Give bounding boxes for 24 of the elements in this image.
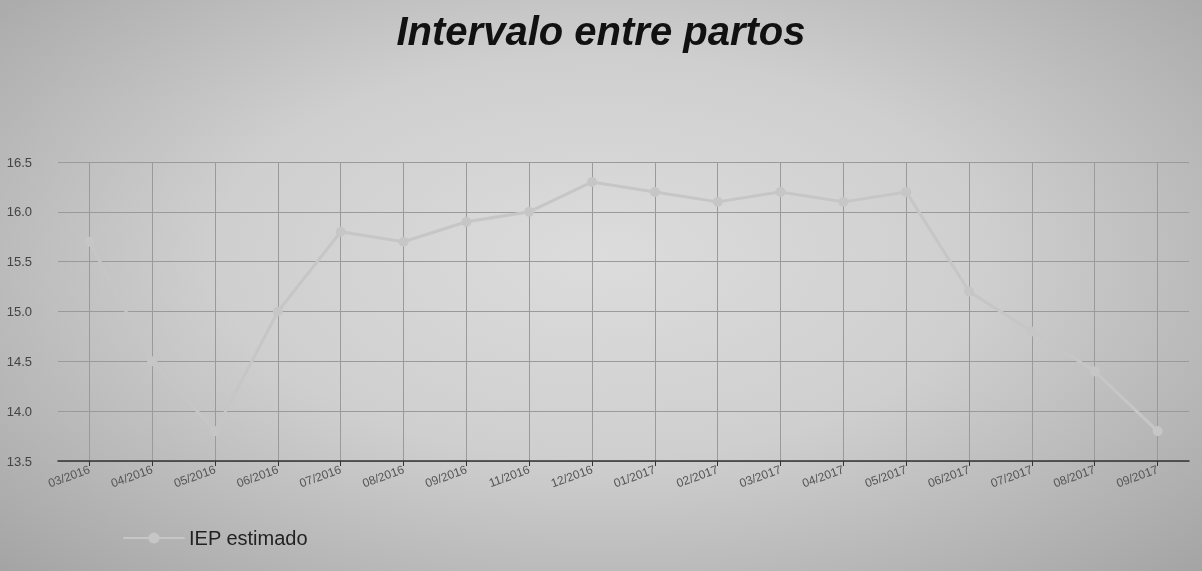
y-tick-label: 13.5: [6, 453, 32, 469]
point: [335, 226, 346, 237]
point: [838, 196, 849, 207]
chart-title: Intervalo entre partos: [396, 9, 806, 53]
point: [901, 186, 912, 197]
legend-label: IEP estimado: [189, 527, 308, 549]
point: [775, 186, 786, 197]
y-tick-label: 15.5: [6, 254, 32, 270]
y-tick-label: 16.0: [6, 204, 32, 220]
point: [461, 216, 472, 227]
y-tick-label: 16.5: [6, 154, 32, 170]
point: [1152, 426, 1163, 437]
point: [587, 176, 598, 187]
point: [524, 206, 535, 217]
point: [1089, 366, 1100, 377]
point: [712, 196, 723, 207]
point: [964, 286, 975, 297]
point: [649, 186, 660, 197]
point: [398, 236, 409, 247]
y-tick-label: 14.0: [6, 403, 32, 419]
point: [272, 306, 283, 317]
y-tick-label: 14.5: [6, 353, 32, 369]
point: [147, 356, 158, 367]
y-tick-label: 15.0: [6, 304, 32, 319]
